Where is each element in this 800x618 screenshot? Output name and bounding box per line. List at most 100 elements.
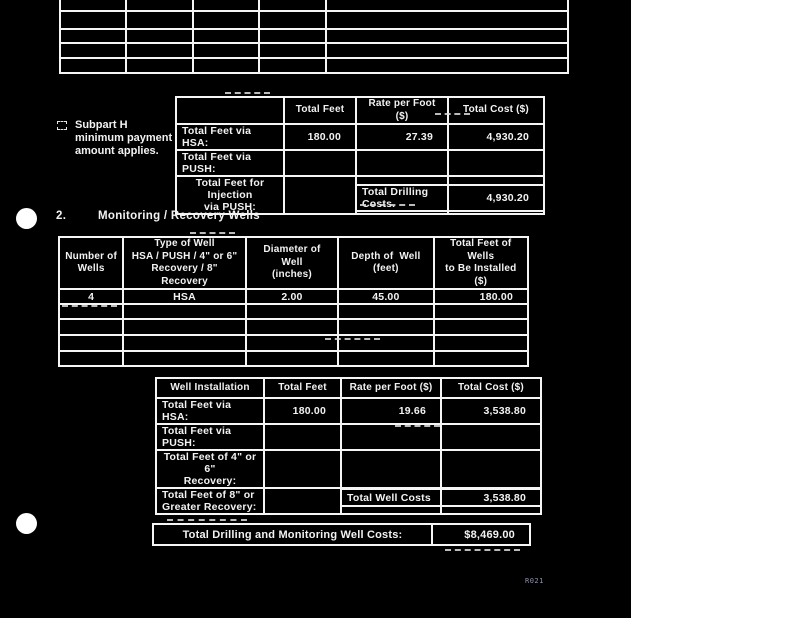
drilling-total-label: Total Drilling Costs. — [355, 184, 449, 212]
well-total-value: 3,538.80 — [440, 488, 542, 507]
drilling-feet-value — [283, 149, 357, 177]
empty-cell — [122, 350, 247, 367]
scan-artifact — [225, 92, 270, 94]
drilling-total-value: 4,930.20 — [447, 184, 545, 212]
empty-cell — [244, 334, 340, 352]
empty-cell — [125, 0, 194, 12]
page-marker: R021 — [525, 577, 544, 585]
top-empty-table — [59, 0, 569, 74]
scan-artifact — [190, 232, 235, 234]
empty-cell — [258, 28, 327, 44]
empty-cell — [325, 28, 569, 44]
drilling-header-blank — [175, 96, 285, 125]
checkbox-label-line1: Subpart H — [75, 119, 128, 131]
empty-cell — [258, 57, 327, 74]
well-header-feet: Total Feet — [263, 377, 342, 399]
empty-cell — [122, 303, 247, 320]
well-label: Total Feet of 8" or Greater Recovery: — [155, 487, 265, 515]
monitoring-empty-row — [57, 334, 530, 352]
well-rate-value — [340, 423, 442, 451]
subpart-h-checkbox-block: Subpart H minimum payment amount applies… — [57, 119, 175, 158]
empty-cell — [337, 303, 435, 320]
drilling-header-row: Total Feet Rate per Foot ($) Total Cost … — [175, 96, 545, 125]
scanned-document-page: Subpart H minimum payment amount applies… — [0, 0, 631, 618]
scan-artifact — [167, 519, 247, 521]
empty-cell — [59, 42, 127, 59]
empty-cell — [258, 0, 327, 12]
monitoring-data-row: 4 HSA 2.00 45.00 180.00 — [57, 288, 530, 305]
well-label: Total Feet via HSA: — [155, 397, 265, 425]
scan-artifact — [395, 425, 440, 427]
well-header-row: Well Installation Total Feet Rate per Fo… — [155, 377, 542, 399]
empty-cell — [59, 28, 127, 44]
checkbox-unchecked-icon — [57, 121, 67, 130]
scan-artifact — [360, 204, 415, 206]
empty-cell — [432, 318, 530, 336]
well-header-rate: Rate per Foot ($) — [340, 377, 442, 399]
monitoring-wells-table: Number of Wells Type of Well HSA / PUSH … — [57, 236, 530, 367]
hole-punch-top — [16, 208, 37, 229]
monitoring-header-number: Number of Wells — [57, 236, 125, 290]
monitoring-header-row: Number of Wells Type of Well HSA / PUSH … — [57, 236, 530, 290]
section-2-title: Monitoring / Recovery Wells — [98, 210, 260, 222]
drilling-label: Total Feet for Injection via PUSH: — [175, 175, 285, 215]
well-row-push: Total Feet via PUSH: — [155, 423, 542, 451]
monitoring-empty-row — [57, 350, 530, 367]
empty-cell — [325, 57, 569, 74]
empty-cell — [325, 0, 569, 12]
empty-cell — [325, 42, 569, 59]
drilling-feet-value: 180.00 — [283, 123, 357, 151]
scan-artifact — [325, 338, 380, 340]
drilling-total-row: Total Drilling Costs. 4,930.20 — [355, 184, 545, 212]
empty-cell — [192, 10, 260, 30]
empty-cell — [337, 350, 435, 367]
empty-cell — [192, 42, 260, 59]
grand-total-value: $8,469.00 — [431, 523, 531, 546]
monitoring-type-value: HSA — [122, 288, 247, 305]
drilling-rate-value: 27.39 — [355, 123, 449, 151]
well-rate-value — [340, 449, 442, 489]
monitoring-empty-row — [57, 318, 530, 336]
well-row-recovery-4-6: Total Feet of 4" or 6" Recovery: — [155, 449, 542, 489]
well-total-label: Total Well Costs — [340, 488, 442, 507]
monitoring-depth-value: 45.00 — [337, 288, 435, 305]
drilling-label: Total Feet via HSA: — [175, 123, 285, 151]
drilling-row-push: Total Feet via PUSH: — [175, 149, 545, 177]
drilling-cost-value — [447, 149, 545, 177]
drilling-row-hsa: Total Feet via HSA: 180.00 27.39 4,930.2… — [175, 123, 545, 151]
empty-cell — [59, 57, 127, 74]
empty-cell — [432, 303, 530, 320]
drilling-header-cost: Total Cost ($) — [447, 96, 545, 125]
well-installation-table: Well Installation Total Feet Rate per Fo… — [155, 377, 542, 515]
well-label: Total Feet of 4" or 6" Recovery: — [155, 449, 265, 489]
drilling-header-total-feet: Total Feet — [283, 96, 357, 125]
monitoring-header-totalfeet: Total Feet of Wells to Be Installed ($) — [432, 236, 530, 290]
well-cost-value: 3,538.80 — [440, 397, 542, 425]
empty-cell — [125, 28, 194, 44]
empty-cell — [125, 57, 194, 74]
checkbox-label-line2: minimum payment — [75, 132, 173, 144]
well-feet-value — [263, 487, 342, 515]
scan-artifact — [62, 305, 117, 307]
well-cost-value — [440, 449, 542, 489]
empty-cell — [57, 334, 125, 352]
empty-cell — [192, 57, 260, 74]
empty-cell — [125, 10, 194, 30]
scan-artifact — [435, 113, 470, 115]
well-cost-value — [440, 423, 542, 451]
well-header-label: Well Installation — [155, 377, 265, 399]
drilling-rate-value — [355, 149, 449, 177]
monitoring-totalfeet-value: 180.00 — [432, 288, 530, 305]
monitoring-empty-row — [57, 303, 530, 320]
drilling-header-rate: Rate per Foot ($) — [355, 96, 449, 125]
grand-total-row: Total Drilling and Monitoring Well Costs… — [152, 523, 531, 546]
section-2-number: 2. — [56, 210, 67, 222]
hole-punch-bottom — [16, 513, 37, 534]
monitoring-header-diameter: Diameter of Well (inches) — [244, 236, 340, 290]
well-rate-value: 19.66 — [340, 397, 442, 425]
monitoring-diameter-value: 2.00 — [244, 288, 340, 305]
empty-cell — [325, 10, 569, 30]
empty-cell — [122, 334, 247, 352]
empty-cell — [244, 303, 340, 320]
monitoring-header-depth: Depth of Well (feet) — [337, 236, 435, 290]
